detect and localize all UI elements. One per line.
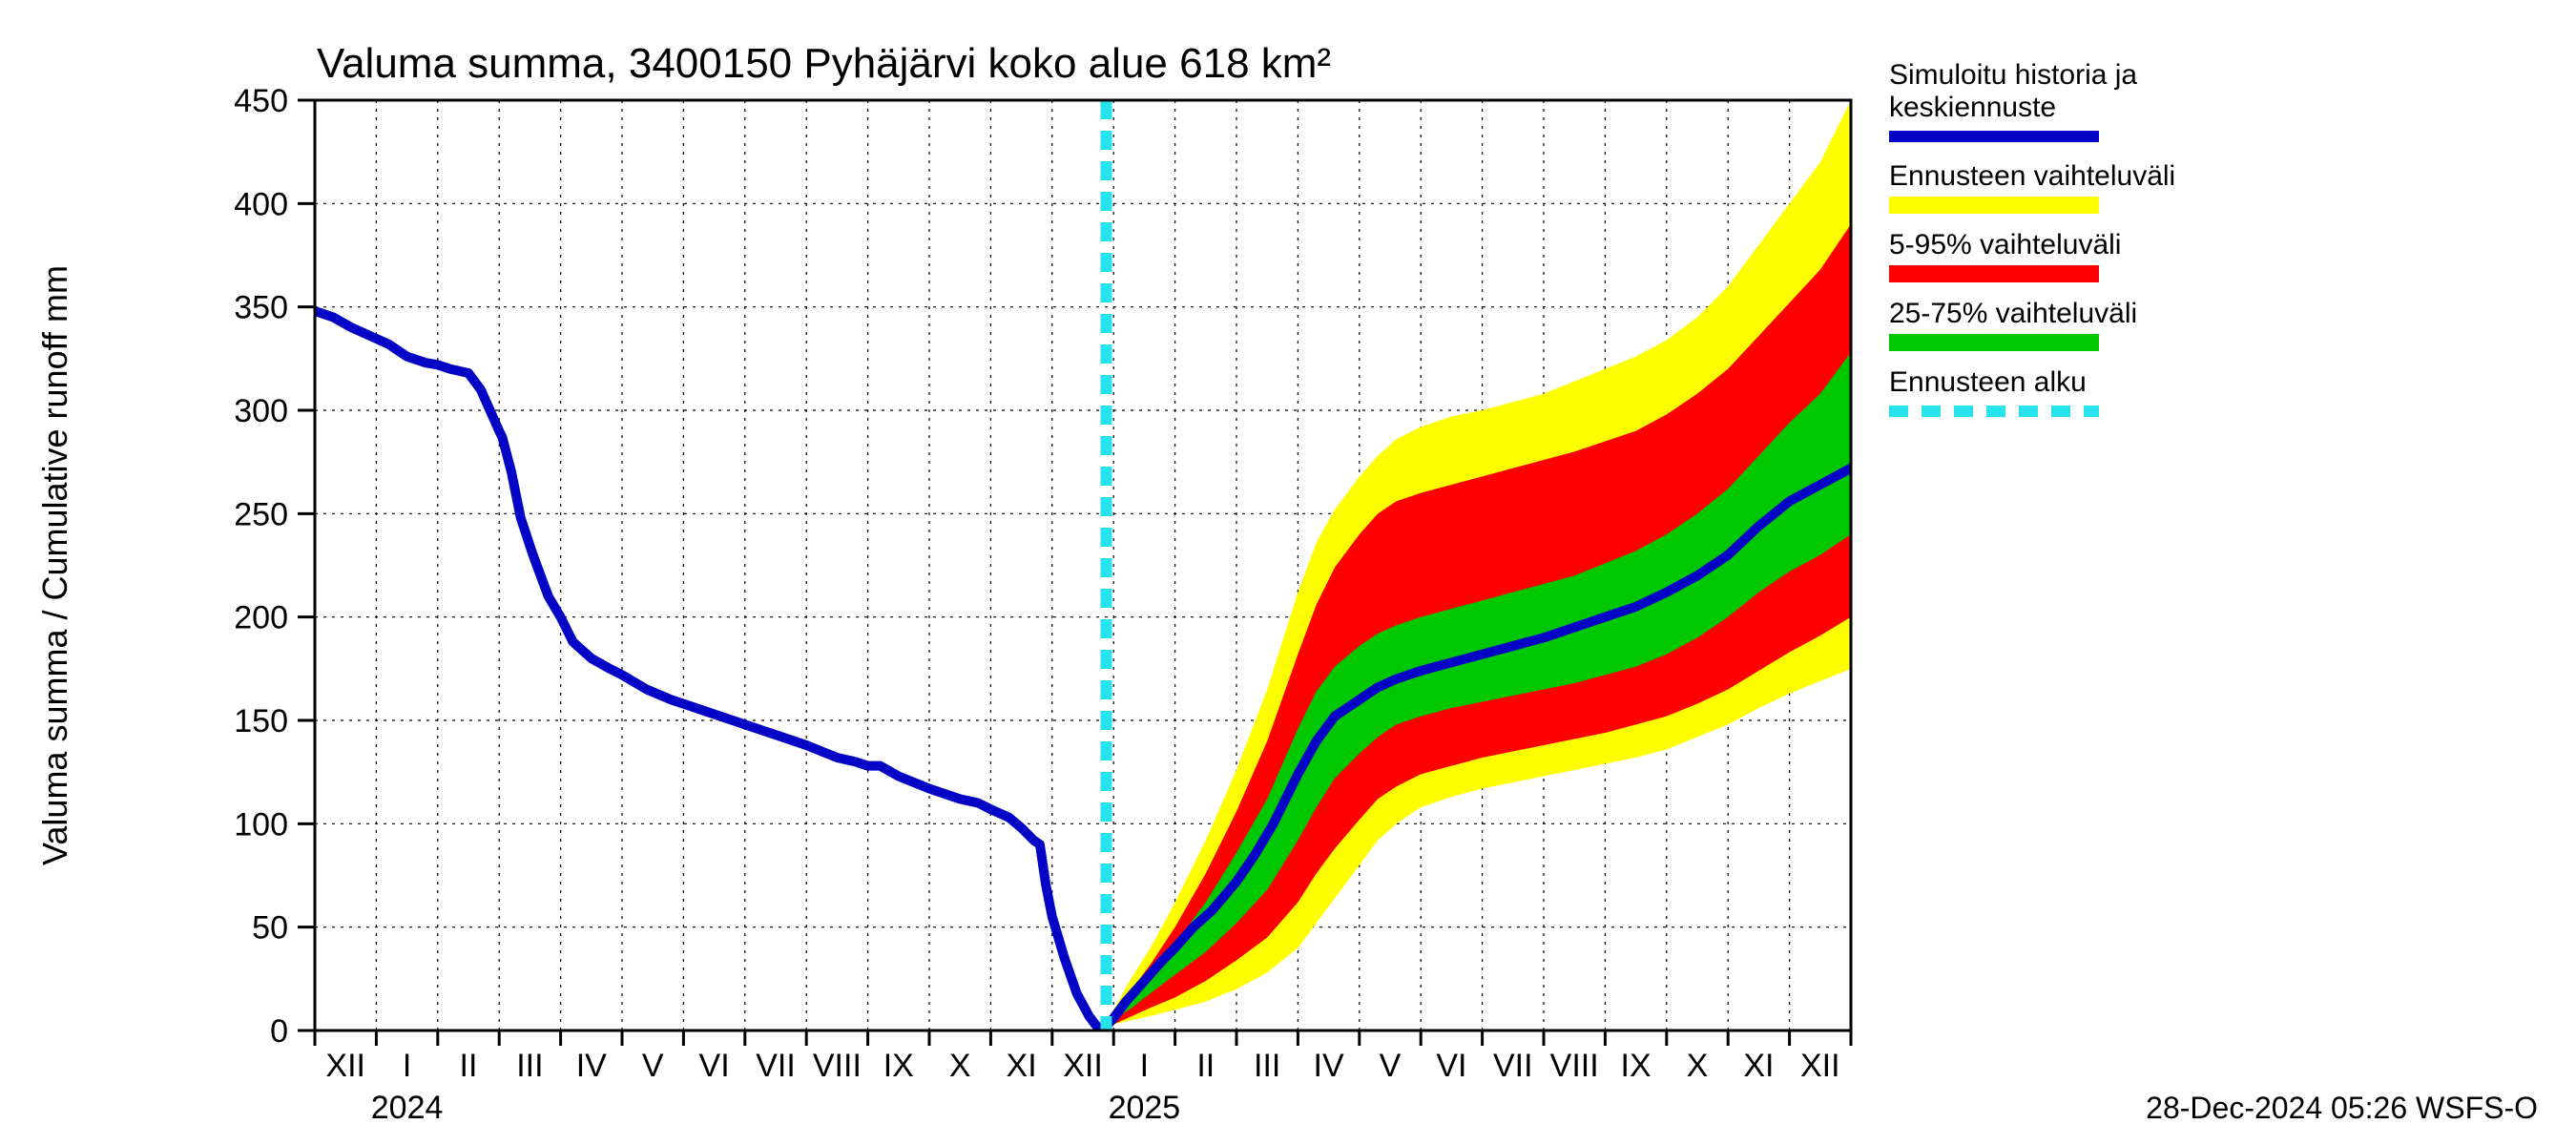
legend-label: Ennusteen vaihteluväli: [1889, 160, 2175, 192]
legend-swatch: [1889, 334, 2099, 351]
y-tick-label: 50: [252, 910, 288, 947]
x-tick-label: I: [1140, 1048, 1149, 1084]
legend-swatch: [1889, 197, 2099, 214]
x-tick-label: VIII: [813, 1048, 862, 1084]
legend-label: 25-75% vaihteluväli: [1889, 298, 2137, 329]
chart-footer: 28-Dec-2024 05:26 WSFS-O: [2146, 1091, 2538, 1125]
x-tick-label: IX: [1621, 1048, 1652, 1084]
x-tick-label: X: [1687, 1048, 1709, 1084]
y-tick-label: 0: [270, 1013, 288, 1050]
x-year-label: 2025: [1109, 1090, 1181, 1126]
x-tick-label: XII: [325, 1048, 365, 1084]
y-tick-label: 200: [234, 600, 288, 636]
x-tick-label: VII: [1493, 1048, 1533, 1084]
y-tick-label: 450: [234, 83, 288, 119]
chart-title: Valuma summa, 3400150 Pyhäjärvi koko alu…: [317, 40, 1331, 87]
x-year-label: 2024: [371, 1090, 444, 1126]
x-tick-label: VI: [699, 1048, 730, 1084]
y-tick-label: 250: [234, 496, 288, 532]
x-tick-label: IV: [576, 1048, 607, 1084]
y-tick-label: 150: [234, 703, 288, 739]
y-tick-label: 350: [234, 290, 288, 326]
x-tick-label: XI: [1743, 1048, 1774, 1084]
y-tick-label: 400: [234, 186, 288, 222]
chart-container: 050100150200250300350400450XIIIIIIIIIVVV…: [0, 0, 2576, 1145]
x-tick-label: IV: [1314, 1048, 1344, 1084]
x-tick-label: XII: [1063, 1048, 1103, 1084]
legend-swatch: [1889, 265, 2099, 282]
x-tick-label: IX: [883, 1048, 914, 1084]
x-tick-label: X: [949, 1048, 971, 1084]
legend-label: keskiennuste: [1889, 92, 2056, 123]
y-axis-label: Valuma summa / Cumulative runoff mm: [35, 265, 74, 865]
legend-label: Ennusteen alku: [1889, 366, 2087, 398]
x-tick-label: III: [516, 1048, 543, 1084]
x-tick-label: VII: [756, 1048, 796, 1084]
legend-label: 5-95% vaihteluväli: [1889, 229, 2121, 260]
x-tick-label: XI: [1007, 1048, 1037, 1084]
x-tick-label: I: [403, 1048, 411, 1084]
x-tick-label: II: [460, 1048, 478, 1084]
x-tick-label: VIII: [1550, 1048, 1599, 1084]
y-tick-label: 100: [234, 806, 288, 843]
legend-label: Simuloitu historia ja: [1889, 59, 2137, 91]
y-tick-label: 300: [234, 393, 288, 429]
x-tick-label: XII: [1800, 1048, 1840, 1084]
x-tick-label: V: [642, 1048, 664, 1084]
x-tick-label: II: [1196, 1048, 1215, 1084]
x-tick-label: III: [1254, 1048, 1280, 1084]
x-tick-label: VI: [1436, 1048, 1466, 1084]
x-tick-label: V: [1380, 1048, 1402, 1084]
